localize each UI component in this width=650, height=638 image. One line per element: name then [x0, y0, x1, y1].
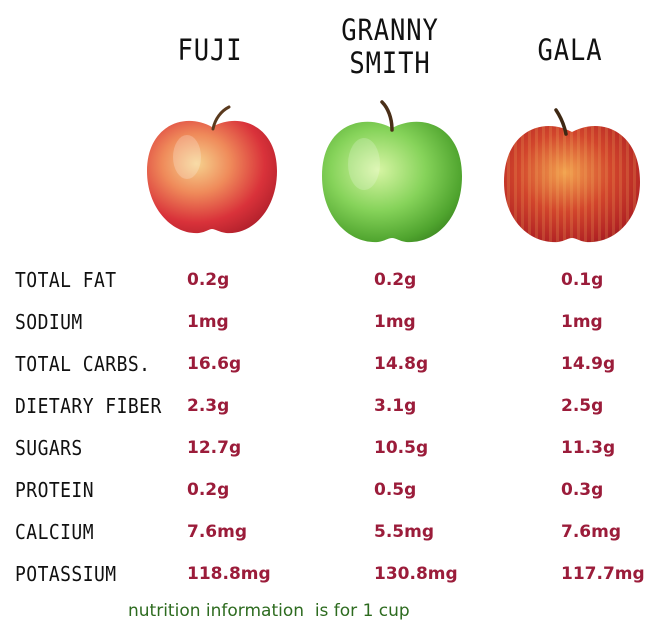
gala-value: 117.7mg [561, 564, 645, 584]
fuji-value: 118.8mg [187, 564, 271, 584]
serving-footnote: nutrition information is for 1 cup [128, 601, 410, 621]
nutrient-label: CALCIUM [15, 520, 95, 544]
nutrient-row-protein: PROTEIN 0.2g 0.5g 0.3g [0, 478, 650, 508]
granny-smith-value: 0.5g [374, 480, 417, 500]
granny-smith-value: 14.8g [374, 354, 429, 374]
fuji-value: 16.6g [187, 354, 242, 374]
gala-value: 2.5g [561, 396, 604, 416]
nutrient-row-potassium: POTASSIUM 118.8mg 130.8mg 117.7mg [0, 562, 650, 592]
nutrient-label: SUGARS [15, 436, 83, 460]
granny-smith-value: 5.5mg [374, 522, 434, 542]
fuji-value: 7.6mg [187, 522, 247, 542]
nutrient-label: POTASSIUM [15, 562, 117, 586]
nutrient-label: TOTAL CARBS. [15, 352, 151, 376]
fuji-value: 1mg [187, 312, 229, 332]
granny-smith-value: 1mg [374, 312, 416, 332]
apple-name-gala: GALA [537, 33, 603, 67]
granny-smith-apple-icon [318, 100, 466, 246]
nutrient-label: SODIUM [15, 310, 83, 334]
nutrient-label: DIETARY FIBER [15, 394, 162, 418]
gala-value: 7.6mg [561, 522, 621, 542]
gala-value: 0.3g [561, 480, 604, 500]
fuji-apple-icon [143, 105, 281, 237]
granny-smith-value: 3.1g [374, 396, 417, 416]
nutrient-row-sugars: SUGARS 12.7g 10.5g 11.3g [0, 436, 650, 466]
nutrient-label: TOTAL FAT [15, 268, 117, 292]
granny-smith-value: 130.8mg [374, 564, 458, 584]
gala-value: 14.9g [561, 354, 616, 374]
apple-name-fuji: FUJI [177, 33, 243, 67]
granny-smith-value: 10.5g [374, 438, 429, 458]
nutrient-row-dietary-fiber: DIETARY FIBER 2.3g 3.1g 2.5g [0, 394, 650, 424]
gala-value: 11.3g [561, 438, 616, 458]
nutrient-row-sodium: SODIUM 1mg 1mg 1mg [0, 310, 650, 340]
nutrient-label: PROTEIN [15, 478, 95, 502]
nutrient-row-total-carbs: TOTAL CARBS. 16.6g 14.8g 14.9g [0, 352, 650, 382]
gala-value: 1mg [561, 312, 603, 332]
fuji-value: 12.7g [187, 438, 242, 458]
nutrient-row-calcium: CALCIUM 7.6mg 5.5mg 7.6mg [0, 520, 650, 550]
gala-value: 0.1g [561, 270, 604, 290]
apple-name-granny-smith: GRANNY SMITH [341, 13, 439, 80]
granny-smith-value: 0.2g [374, 270, 417, 290]
fuji-value: 0.2g [187, 480, 230, 500]
nutrient-row-total-fat: TOTAL FAT 0.2g 0.2g 0.1g [0, 268, 650, 298]
gala-apple-icon [500, 108, 644, 246]
fuji-value: 2.3g [187, 396, 230, 416]
fuji-value: 0.2g [187, 270, 230, 290]
